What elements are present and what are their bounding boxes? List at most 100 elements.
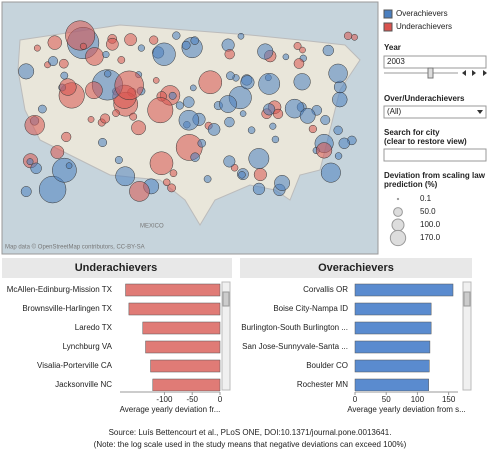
map-bubble — [252, 182, 266, 195]
year-input[interactable] — [383, 55, 487, 69]
map-bubble — [224, 49, 235, 60]
category-label: Boulder CO — [306, 361, 348, 370]
map-bubble — [129, 112, 138, 121]
map-bubble — [52, 157, 77, 183]
map-bubble — [38, 104, 47, 114]
map-bubble — [284, 98, 305, 119]
map-bubble — [59, 58, 69, 69]
bar — [354, 378, 429, 391]
map-bubble — [198, 70, 223, 95]
filter-select[interactable] — [383, 105, 487, 119]
map-bubble — [124, 33, 137, 46]
note: (Note: the log scale used in the study m… — [94, 440, 407, 449]
map-bubble — [257, 43, 274, 60]
size-label: 50.0 — [420, 207, 436, 216]
category-label: Winchester VA-WV — [44, 399, 113, 408]
map-bubble — [117, 56, 126, 64]
map-bubble — [163, 178, 171, 186]
map-bubble — [282, 53, 290, 61]
map-bubble — [333, 125, 343, 135]
bar — [145, 340, 221, 354]
size-marker — [396, 197, 400, 201]
map-bubble — [224, 116, 235, 128]
map-bubble — [223, 155, 236, 168]
map-bubble — [100, 113, 111, 124]
map-bubble — [20, 186, 32, 197]
bar — [128, 302, 221, 316]
slider-thumb[interactable] — [427, 67, 434, 79]
map-bubble — [253, 168, 267, 182]
map-bubble — [33, 44, 41, 52]
map-bubble — [50, 145, 65, 159]
attribution: Map data © OpenStreetMap contributors, C… — [5, 244, 145, 251]
country-label: MEXICO — [140, 224, 164, 230]
category-label: Fort Collins-Loveland CO — [258, 399, 348, 408]
map-bubble — [263, 103, 276, 116]
map-bubble — [299, 107, 316, 124]
map-bubble — [129, 181, 150, 202]
category-label: Rochester MN — [297, 380, 348, 389]
map-bubble — [112, 109, 120, 117]
size-marker — [393, 207, 403, 217]
map-bubble — [328, 63, 348, 84]
dropdown-arrow — [477, 110, 483, 114]
map-bubble — [131, 120, 146, 136]
x-tick-label: 100 — [411, 395, 425, 404]
bar — [354, 340, 431, 354]
search-label: Search for city — [384, 128, 440, 137]
map-bubble — [320, 162, 341, 183]
filter-label: Over/Underachievers — [384, 94, 465, 103]
map-bubble — [114, 156, 123, 164]
bar — [125, 283, 221, 297]
map-bubble — [152, 77, 160, 84]
bar — [142, 321, 221, 335]
map-bubble — [299, 46, 306, 54]
panel-header — [2, 258, 232, 278]
size-label: 100.0 — [420, 220, 441, 229]
map-bubble — [274, 175, 290, 191]
chart-title: Overachievers — [318, 262, 394, 274]
category-label: Burlington-South Burlington ... — [241, 323, 348, 332]
slider-arrows[interactable] — [462, 70, 487, 76]
bar — [354, 283, 454, 297]
map-bubble — [332, 91, 348, 108]
map-bubble — [190, 36, 200, 45]
bar — [152, 378, 221, 391]
x-axis-label: Average yearly deviation fr... — [120, 405, 221, 414]
map-bubble — [48, 56, 59, 67]
search-input[interactable] — [383, 148, 487, 162]
map-bubble — [322, 44, 334, 57]
year-value: 2003 — [387, 57, 405, 66]
map-bubble — [65, 20, 96, 51]
x-tick-label: 0 — [353, 395, 358, 404]
legend-swatch — [383, 9, 393, 19]
year-label: Year — [384, 43, 401, 52]
map-bubble — [169, 169, 178, 178]
search-hint: (clear to restore view) — [384, 137, 467, 146]
map-bubble — [334, 152, 343, 160]
map-bubble — [240, 75, 255, 90]
bar — [354, 359, 430, 373]
category-label: Corvallis OR — [303, 285, 348, 294]
map-bubble — [320, 115, 331, 125]
category-label: Ann Arbor MI — [301, 418, 348, 427]
map-bubble — [149, 151, 174, 176]
map-bubble — [18, 63, 35, 80]
size-label: 0.1 — [420, 194, 432, 203]
map-bubble — [115, 166, 136, 187]
plot: Corvallis OR Boise City-Nampa ID Burlingto… — [241, 283, 454, 427]
map-bubble — [102, 51, 110, 59]
map-bubble — [114, 70, 144, 101]
size-legend-title: Deviation from scaling law prediction (%) — [384, 171, 486, 189]
map-bubble — [272, 108, 284, 119]
map-bubble — [87, 116, 95, 123]
map-bubble — [343, 31, 353, 40]
size-label: 170.0 — [420, 233, 441, 242]
map-bubble — [167, 183, 176, 193]
scrollbar — [462, 281, 472, 391]
map-bubble — [59, 78, 77, 96]
map-bubble — [338, 137, 350, 149]
legend-label: Overachievers — [396, 9, 448, 18]
legend-label: Underachievers — [396, 22, 452, 31]
